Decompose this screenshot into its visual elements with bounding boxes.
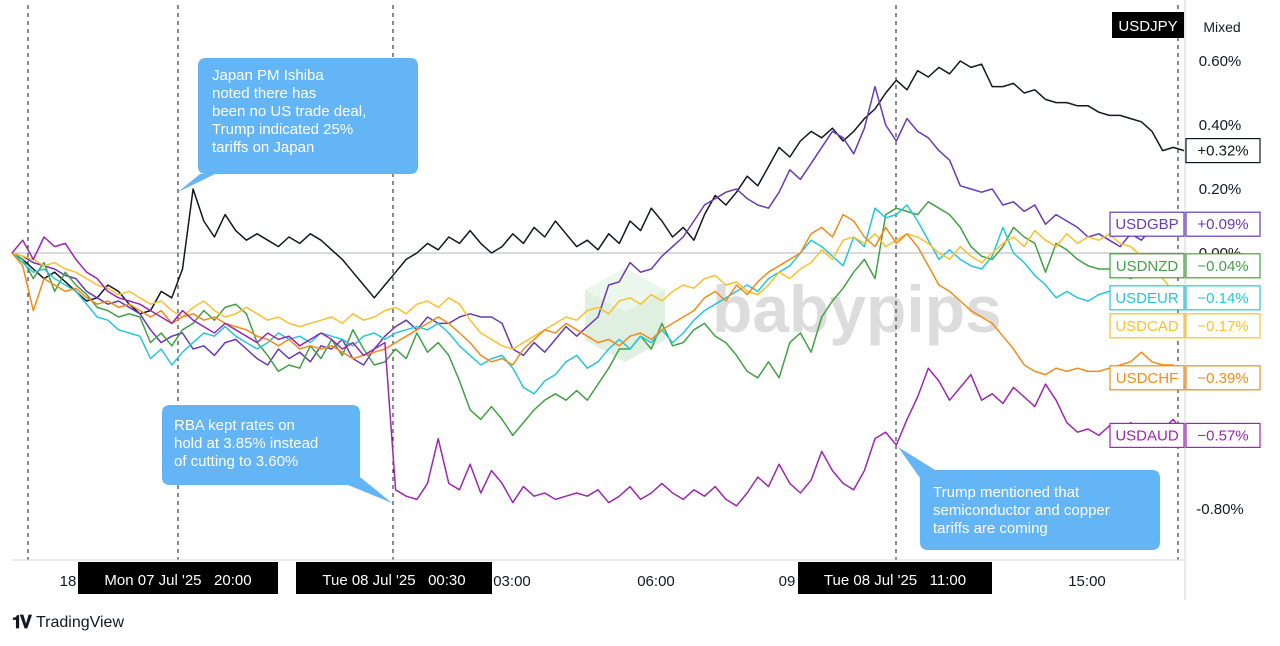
- x-tick-label: 06:00: [637, 573, 675, 590]
- series-value-label: +0.32%: [1197, 143, 1248, 160]
- callout-rba-line: of cutting to 3.60%: [174, 453, 298, 470]
- callout-rba-line: hold at 3.85% instead: [174, 435, 318, 452]
- series-value-label: −0.04%: [1197, 258, 1248, 275]
- time-marker-badge: [78, 562, 278, 594]
- series-value-tag: [1185, 365, 1261, 391]
- callout-rba: RBA kept rates on hold at 3.85% instead of…: [162, 405, 392, 503]
- y-tick-label: -0.80%: [1196, 501, 1244, 518]
- series-value-label: −0.17%: [1197, 318, 1248, 335]
- series-name-tag: [1109, 422, 1185, 448]
- series-name-label: USDAUD: [1115, 427, 1179, 444]
- series-name-tag: [1109, 285, 1185, 311]
- callout-trump-line: semiconductor and copper: [933, 502, 1110, 519]
- callout-japan-line: Trump indicated 25%: [212, 121, 353, 138]
- series-line-usdchf: [11, 213, 1185, 379]
- x-tick-label: 18: [60, 573, 77, 590]
- callout-trump-line: tariffs are coming: [933, 520, 1048, 537]
- series-line-usdgbp: [11, 85, 1185, 366]
- tradingview-logo-icon: 𝟏𝐕: [12, 612, 32, 632]
- series-name-label: USDGBP: [1115, 216, 1178, 233]
- series-line-usdaud: [11, 236, 1185, 507]
- callout-rba-line: RBA kept rates on: [174, 417, 295, 434]
- series-name-label: USDCAD: [1115, 318, 1179, 335]
- symbol-badge: [1112, 12, 1184, 38]
- footer-brand[interactable]: TradingView: [35, 613, 124, 631]
- x-tick-label: 09: [779, 573, 796, 590]
- series-value-tag: [1185, 285, 1261, 311]
- series-value-label: +0.09%: [1197, 216, 1248, 233]
- y-tick-label: 0.60%: [1199, 53, 1242, 70]
- series-value-tag: [1185, 211, 1261, 237]
- callout-japan: Japan PM Ishiba noted there has been no US…: [178, 58, 418, 192]
- series-value-label: −0.57%: [1197, 427, 1248, 444]
- x-axis: 18 03:00 06:00 09 15:00 Mon 07 Jul '25 2…: [60, 562, 1106, 594]
- series-line-usdeur: [11, 204, 1184, 395]
- callout-japan-line: noted there has: [212, 85, 316, 102]
- series-name-tag: [1109, 313, 1185, 339]
- series-name-tag: [1109, 365, 1185, 391]
- series-labels: +0.32% USDGBP +0.09% USDNZD −0.04% USDEUR −0.1…: [1109, 138, 1261, 448]
- series-value-tag: [1185, 138, 1261, 164]
- x-tick-label: 15:00: [1068, 573, 1106, 590]
- series-value-tag: [1185, 313, 1261, 339]
- time-marker-text: Tue 08 Jul '25 11:00: [824, 572, 966, 589]
- callout-japan-line: tariffs on Japan: [212, 139, 314, 156]
- callout-japan-line: Japan PM Ishiba: [212, 67, 324, 84]
- series-name-tag: [1109, 211, 1185, 237]
- callout-japan-line: been no US trade deal,: [212, 103, 366, 120]
- scale-mode-button[interactable]: Mixed: [1203, 19, 1240, 35]
- series-name-label: USDNZD: [1116, 258, 1179, 275]
- series-name-tag: [1109, 253, 1185, 279]
- series-name-label: USDEUR: [1115, 290, 1179, 307]
- footer: 𝟏𝐕 TradingView: [12, 612, 124, 633]
- series-line-usdcad: [11, 229, 1185, 350]
- y-tick-label: 0.40%: [1199, 117, 1242, 134]
- series-value-label: −0.14%: [1197, 290, 1248, 307]
- callout-trump-tariffs: Trump mentioned that semiconductor and co…: [898, 447, 1160, 550]
- time-marker-text: Tue 08 Jul '25 00:30: [322, 572, 465, 589]
- time-marker-badge: [296, 562, 492, 594]
- series-line-usdjpy: [11, 60, 1185, 315]
- symbol-badge-text: USDJPY: [1118, 18, 1177, 35]
- series-line-usdnzd: [11, 201, 1185, 437]
- series-layer: [11, 60, 1185, 507]
- series-value-tag: [1185, 253, 1261, 279]
- y-tick-label: 0.20%: [1199, 181, 1242, 198]
- series-name-label: USDCHF: [1116, 370, 1179, 387]
- callout-trump-line: Trump mentioned that: [933, 484, 1080, 501]
- series-value-label: −0.39%: [1197, 370, 1248, 387]
- watermark-text: babypips: [712, 272, 1002, 346]
- time-marker-text: Mon 07 Jul '25 20:00: [104, 572, 251, 589]
- x-tick-label: 03:00: [493, 573, 531, 590]
- series-value-tag: [1185, 422, 1261, 448]
- time-marker-badge: [798, 562, 992, 594]
